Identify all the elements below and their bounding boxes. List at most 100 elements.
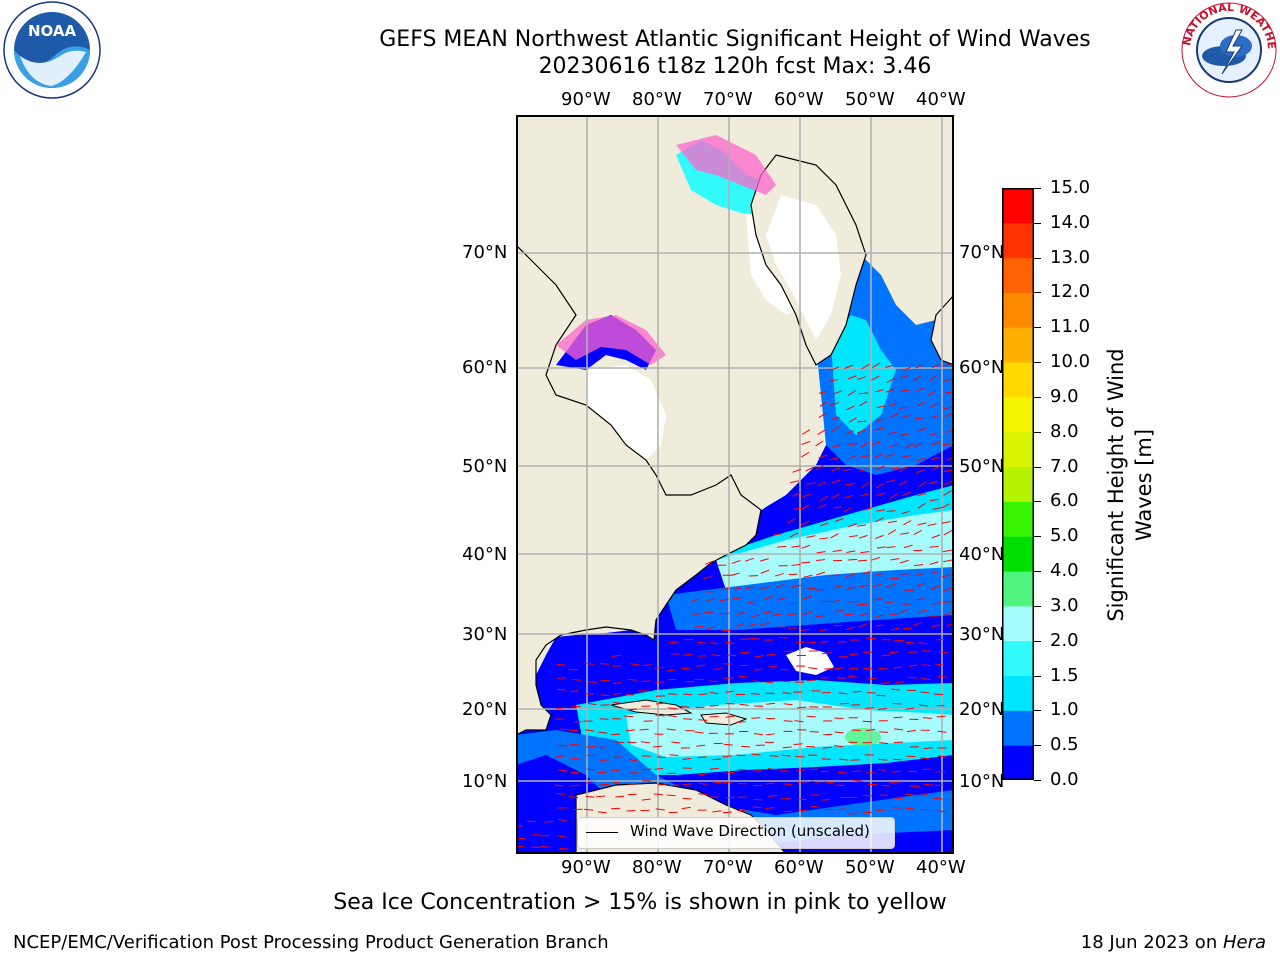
wave-vector <box>905 707 915 710</box>
wave-vector <box>764 595 774 600</box>
map-frame <box>516 115 954 854</box>
wave-vector <box>913 442 923 448</box>
wave-vector <box>942 363 952 367</box>
wave-vector <box>713 781 723 784</box>
wave-vector <box>540 845 550 848</box>
wave-vector <box>722 755 732 758</box>
wave-vector <box>892 770 902 773</box>
sea-ice-pink <box>676 135 776 195</box>
wave-vector <box>929 432 939 436</box>
colorbar-swatch <box>1002 362 1034 398</box>
wave-vector <box>930 415 940 419</box>
wave-vector <box>944 600 954 603</box>
colorbar-tick-mark <box>1034 571 1041 573</box>
wave-vector <box>937 651 948 654</box>
wave-vector <box>846 405 855 411</box>
wave-vector <box>899 608 909 614</box>
wave-vector <box>766 653 776 656</box>
colorbar-swatch <box>1002 605 1034 642</box>
wave-vector <box>898 480 908 486</box>
wave-vector <box>557 688 567 691</box>
wave-vector <box>736 611 746 616</box>
wave-vector <box>738 675 748 678</box>
wave-vector <box>599 783 609 786</box>
wave-vector <box>682 783 692 786</box>
wave-vector <box>832 444 842 448</box>
wave-vector <box>936 715 946 718</box>
wave-vector <box>809 731 819 733</box>
wave-vector <box>839 702 849 705</box>
wave-vector <box>890 412 899 418</box>
colorbar-label-line1: Significant Height of Wind <box>1104 348 1128 622</box>
wave-vector <box>858 401 868 407</box>
wave-vector <box>669 754 679 756</box>
wave-vector <box>791 545 801 548</box>
wave-vector <box>917 609 927 613</box>
wave-vector <box>613 701 623 704</box>
wave-vector <box>725 690 735 693</box>
wave-vector <box>611 733 621 736</box>
wave-vector <box>889 402 898 407</box>
wave-vector <box>941 520 951 524</box>
wave-vector <box>916 401 926 407</box>
wave-vector <box>852 690 862 693</box>
wave-vector <box>885 601 895 604</box>
wave-vector <box>779 668 789 671</box>
wave-vector <box>837 771 847 774</box>
wave-vector <box>641 741 651 744</box>
wave-vector <box>872 362 881 369</box>
wave-vector <box>929 498 939 502</box>
wave-vector <box>889 444 899 447</box>
wave-vector <box>889 577 899 580</box>
colorbar-swatches <box>1002 188 1034 781</box>
wave-vector <box>556 707 566 710</box>
wave-vector <box>890 627 900 631</box>
wave-vector <box>918 794 929 796</box>
wave-vector <box>801 440 811 445</box>
wave-vector <box>874 427 884 431</box>
colorbar-tick-mark <box>1034 188 1041 189</box>
wave-vector <box>668 641 678 644</box>
wave-vector <box>829 457 839 461</box>
chart-title: GEFS MEAN Northwest Atlantic Significant… <box>379 27 1091 52</box>
wave-vector <box>642 768 652 771</box>
wave-vector <box>876 546 886 549</box>
wave-vector <box>923 717 933 719</box>
wave-vector <box>704 560 714 565</box>
wave-vector <box>907 676 918 679</box>
wave-vector <box>611 654 621 657</box>
colorbar-tick-label: 5.0 <box>1050 525 1079 547</box>
wave-vector <box>905 641 915 644</box>
wave-vector <box>709 691 719 695</box>
wave-vector <box>862 507 872 511</box>
wave-vector <box>777 545 787 548</box>
wave-vector <box>886 546 896 549</box>
wave-vector <box>705 626 715 631</box>
colorbar-tick-label: 0.0 <box>1050 769 1079 790</box>
wave-vector <box>725 641 735 645</box>
wave-vector <box>613 781 623 784</box>
wave-vector <box>819 522 829 527</box>
wave-vector <box>610 807 621 810</box>
wave-vector <box>845 626 855 631</box>
wave-vector <box>750 637 760 640</box>
wave-vector <box>914 564 924 567</box>
wave-vector <box>915 417 925 420</box>
wave-vector <box>857 376 866 381</box>
colorbar-tick-label: 3.0 <box>1050 594 1079 616</box>
wave-vector <box>732 587 742 591</box>
wave-vector <box>900 389 910 392</box>
colorbar-swatch <box>1002 431 1034 468</box>
wave-vector <box>586 745 596 748</box>
wave-vector <box>600 759 610 761</box>
wave-vector <box>597 811 607 814</box>
wave-vector <box>817 429 826 435</box>
wave-vector <box>885 388 895 393</box>
lon-label-bottom-80w: 80°W <box>632 857 682 878</box>
wave-vector <box>932 465 941 471</box>
wave-vector <box>600 694 610 697</box>
colorbar-tick-label: 4.0 <box>1050 560 1079 582</box>
wave-vector <box>930 585 940 590</box>
lat-label-right-70n: 70°N <box>959 242 1005 263</box>
wave-vector <box>930 570 940 574</box>
